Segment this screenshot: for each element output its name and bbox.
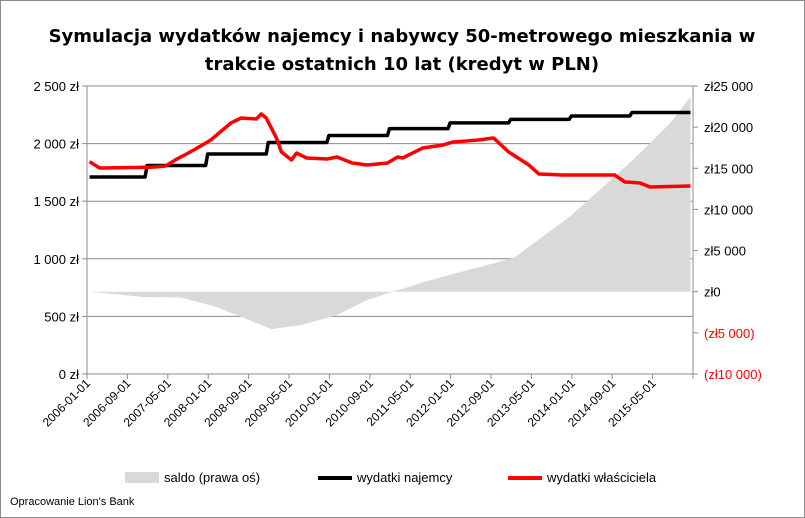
series-line-wlasciciela [88, 112, 691, 189]
legend-label-najemcy: wydatki najemcy [356, 470, 453, 485]
y-left-tick-label: 1 000 zł [33, 252, 79, 267]
y-right-tick-label: (zł10 000) [704, 367, 762, 382]
y-left-tick-label: 0 zł [59, 367, 79, 382]
series-line-najemcy [89, 110, 691, 179]
y-left-tick-label: 1 500 zł [33, 194, 79, 209]
chart-title-line2: trakcie ostatnich 10 lat (kredyt w PLN) [205, 54, 599, 75]
y-right-tick-label: zł20 000 [704, 120, 753, 135]
footer-source: Opracowanie Lion's Bank [10, 496, 135, 508]
series-area-saldo [89, 97, 691, 330]
y-left-tick-label: 2 000 zł [33, 137, 79, 152]
legend: saldo (prawa oś) wydatki najemcy wydatki… [125, 470, 657, 485]
y-right-tick-label: zł5 000 [704, 244, 746, 259]
legend-swatch-saldo [125, 472, 159, 483]
y-right-tick-label: zł25 000 [704, 79, 753, 94]
y-right-tick-label: zł15 000 [704, 161, 753, 176]
chart-title-line1: Symulacja wydatków najemcy i nabywcy 50-… [49, 26, 756, 47]
legend-label-saldo: saldo (prawa oś) [164, 470, 260, 485]
y-right-tick-label: zł0 [704, 285, 721, 300]
y-left-tick-label: 500 zł [44, 309, 79, 324]
legend-label-wlasciciela: wydatki właściciela [546, 470, 657, 485]
y-right-tick-label: zł10 000 [704, 202, 753, 217]
y-right-tick-label: (zł5 000) [704, 326, 755, 341]
y-left-tick-label: 2 500 zł [33, 79, 79, 94]
